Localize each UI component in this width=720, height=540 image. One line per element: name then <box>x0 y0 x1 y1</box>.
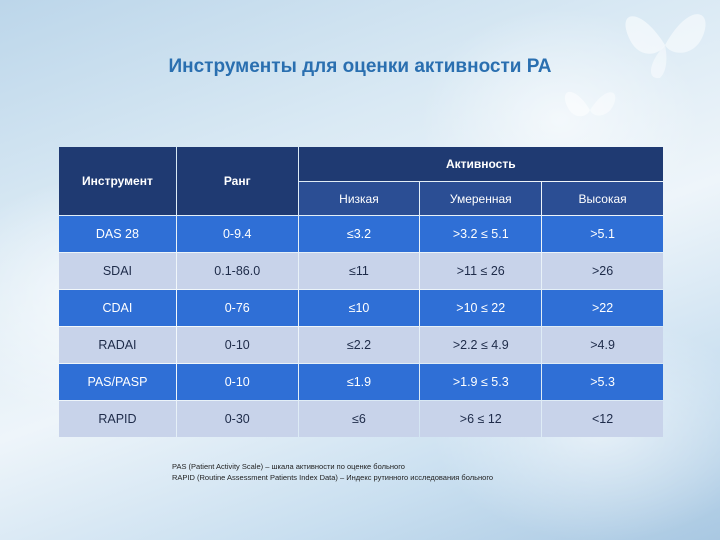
cell-low: ≤11 <box>298 253 420 289</box>
cell-low: ≤3.2 <box>298 216 420 252</box>
cell-instrument: PAS/PASP <box>59 364 176 400</box>
header-instrument: Инструмент <box>59 147 176 215</box>
cell-high: >5.3 <box>542 364 663 400</box>
cell-high: >5.1 <box>542 216 663 252</box>
page-title: Инструменты для оценки активности РА <box>168 56 552 77</box>
cell-range: 0-76 <box>176 290 298 326</box>
cell-instrument: RAPID <box>59 401 176 437</box>
table-row: CDAI 0-76 ≤10 >10 ≤ 22 >22 <box>59 290 663 326</box>
cell-instrument: CDAI <box>59 290 176 326</box>
cell-instrument: DAS 28 <box>59 216 176 252</box>
cell-low: ≤1.9 <box>298 364 420 400</box>
header-low: Низкая <box>298 182 420 215</box>
table-row: DAS 28 0-9.4 ≤3.2 >3.2 ≤ 5.1 >5.1 <box>59 216 663 252</box>
cell-high: >22 <box>542 290 663 326</box>
activity-table: Инструмент Ранг Активность Низкая Умерен… <box>58 146 664 438</box>
table-header-row: Инструмент Ранг Активность <box>59 147 663 215</box>
cell-low: ≤6 <box>298 401 420 437</box>
cell-moderate: >2.2 ≤ 4.9 <box>420 327 542 363</box>
butterfly-icon <box>564 91 616 117</box>
cell-moderate: >11 ≤ 26 <box>420 253 542 289</box>
cell-moderate: >10 ≤ 22 <box>420 290 542 326</box>
cell-high: <12 <box>542 401 663 437</box>
table-subheader-row: Низкая Умеренная Высокая <box>59 182 663 215</box>
footnote-rapid: RAPID (Routine Assessment Patients Index… <box>172 473 494 482</box>
header-range: Ранг <box>176 147 298 215</box>
cell-moderate: >1.9 ≤ 5.3 <box>420 364 542 400</box>
cell-low: ≤10 <box>298 290 420 326</box>
footnote-pas: PAS (Patient Activity Scale) – шкала акт… <box>172 462 405 471</box>
cell-instrument: RADAI <box>59 327 176 363</box>
cell-range: 0-30 <box>176 401 298 437</box>
butterfly-icon <box>625 14 706 79</box>
table-row: PAS/PASP 0-10 ≤1.9 >1.9 ≤ 5.3 >5.3 <box>59 364 663 400</box>
cell-range: 0-9.4 <box>176 216 298 252</box>
header-activity: Активность <box>298 147 663 181</box>
footnotes: PAS (Patient Activity Scale) – шкала акт… <box>172 461 493 483</box>
table-row: RAPID 0-30 ≤6 >6 ≤ 12 <12 <box>59 401 663 437</box>
cell-moderate: >6 ≤ 12 <box>420 401 542 437</box>
cell-high: >26 <box>542 253 663 289</box>
table-row: RADAI 0-10 ≤2.2 >2.2 ≤ 4.9 >4.9 <box>59 327 663 363</box>
header-high: Высокая <box>542 182 663 215</box>
cell-range: 0.1-86.0 <box>176 253 298 289</box>
table-row: SDAI 0.1-86.0 ≤11 >11 ≤ 26 >26 <box>59 253 663 289</box>
cell-low: ≤2.2 <box>298 327 420 363</box>
cell-high: >4.9 <box>542 327 663 363</box>
cell-range: 0-10 <box>176 364 298 400</box>
header-moderate: Умеренная <box>420 182 542 215</box>
cell-moderate: >3.2 ≤ 5.1 <box>420 216 542 252</box>
cell-instrument: SDAI <box>59 253 176 289</box>
cell-range: 0-10 <box>176 327 298 363</box>
